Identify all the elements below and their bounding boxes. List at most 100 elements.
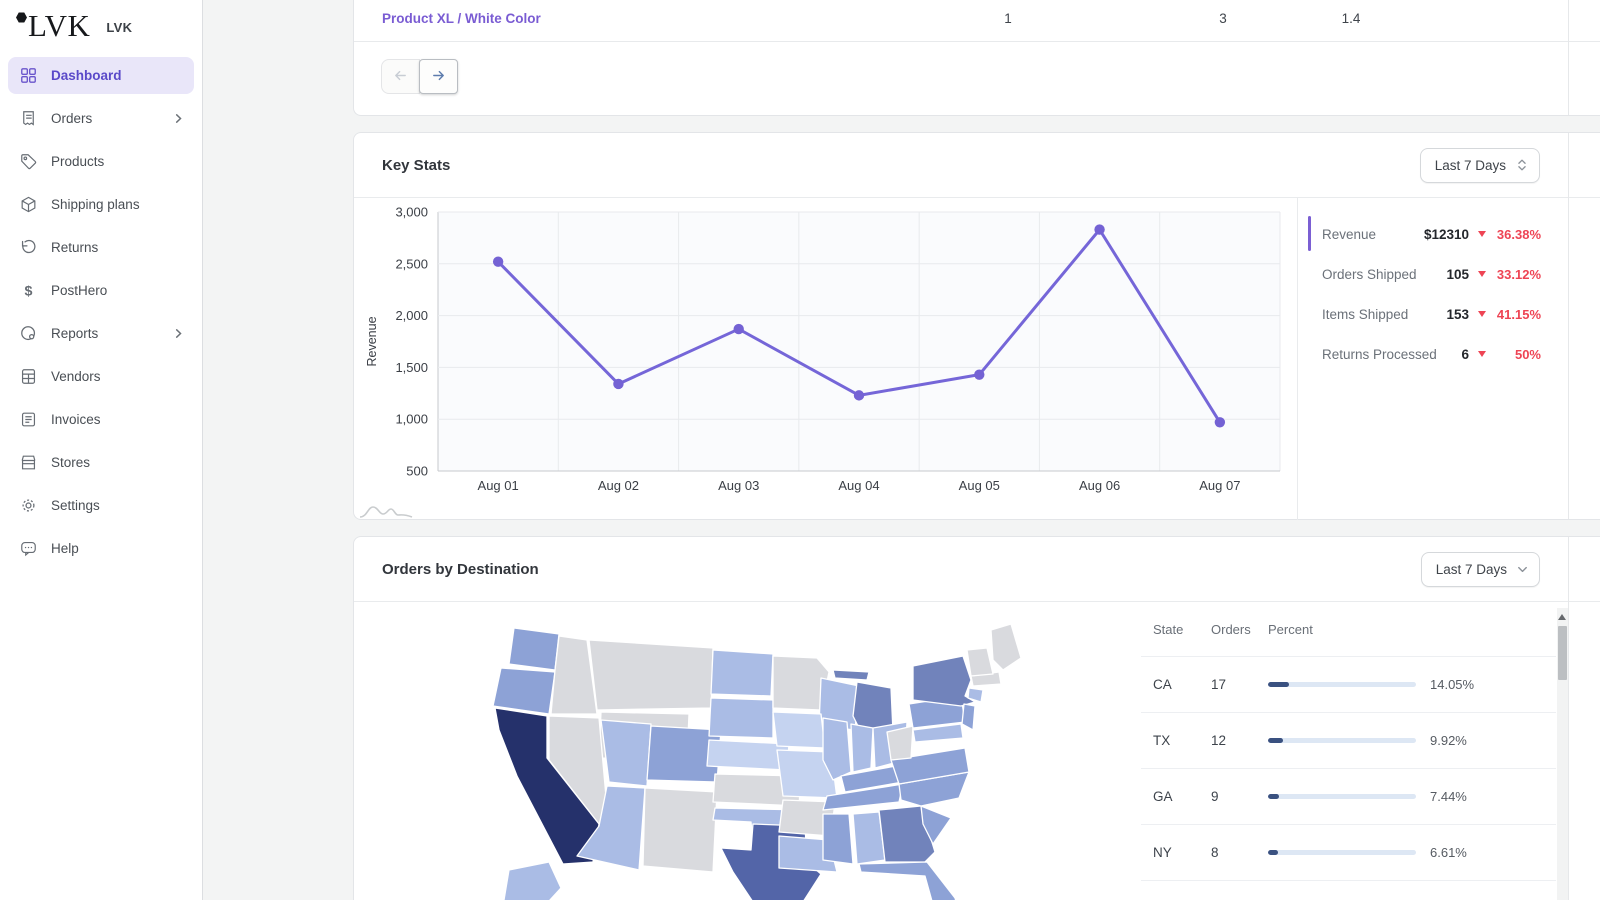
arrow-right-icon <box>430 67 447 87</box>
svg-text:3,000: 3,000 <box>395 205 428 220</box>
triangle-down-icon <box>1478 351 1486 357</box>
percent-bar <box>1268 850 1416 855</box>
sidebar-item-products[interactable]: Products <box>8 143 194 180</box>
sidebar-item-shipping-plans[interactable]: Shipping plans <box>8 186 194 223</box>
svg-text:Aug 03: Aug 03 <box>718 478 759 493</box>
sidebar-item-invoices[interactable]: Invoices <box>8 401 194 438</box>
sidebar-item-stores[interactable]: Stores <box>8 444 194 481</box>
table-row: Product XL / White Color 1 3 1.4 <box>354 1 1600 41</box>
percent-label: 6.61% <box>1430 845 1467 860</box>
triangle-down-icon <box>1478 271 1486 277</box>
sidebar-item-label: Help <box>51 541 79 556</box>
page-title-key-stats: Key Stats <box>382 156 451 174</box>
svg-text:500: 500 <box>406 464 428 479</box>
svg-text:Aug 07: Aug 07 <box>1199 478 1240 493</box>
table-cell-2: 3 <box>1219 11 1227 26</box>
svg-text:Aug 04: Aug 04 <box>838 478 879 493</box>
state-cell: NY <box>1153 845 1172 860</box>
selected-metric-indicator <box>1308 216 1311 251</box>
key-stats-range-select[interactable]: Last 7 Days <box>1419 147 1540 183</box>
sidebar-item-reports[interactable]: Reports <box>8 315 194 352</box>
sidebar-item-help[interactable]: Help <box>8 530 194 567</box>
reports-chart-icon <box>18 324 38 344</box>
svg-text:Aug 01: Aug 01 <box>478 478 519 493</box>
revenue-line-chart[interactable]: 500 1,000 1,500 2,000 2,500 3,000 Aug 01 Aug 02… <box>354 198 1296 518</box>
shipping-box-icon <box>18 195 38 215</box>
table-row: GA 9 7.44% <box>1141 769 1556 825</box>
sidebar-item-label: Products <box>51 154 105 169</box>
dashboard-grid-icon <box>18 66 38 86</box>
products-table-card: Product XL / White Color 1 3 1.4 <box>353 0 1600 116</box>
orders-cell: 8 <box>1211 845 1219 860</box>
svg-text:2,000: 2,000 <box>395 308 428 323</box>
brand-logo-text: LVK <box>28 8 91 43</box>
table-row: CA 17 14.05% <box>1141 657 1556 713</box>
svg-text:$: $ <box>24 283 32 299</box>
percent-cell: 9.92% <box>1268 733 1556 748</box>
percent-cell: 14.05% <box>1268 677 1556 692</box>
sidebar-item-label: Settings <box>51 498 100 513</box>
column-header-state: State <box>1153 621 1184 637</box>
returns-rotate-icon <box>18 238 38 258</box>
table-body: CA 17 14.05% TX 12 9.92% GA 9 7.44% NY 8 <box>1141 657 1556 881</box>
table-row: TX 12 9.92% <box>1141 713 1556 769</box>
percent-cell: 6.61% <box>1268 845 1556 860</box>
metric-row-revenue[interactable]: Revenue $12310 36.38% <box>1298 214 1600 254</box>
metric-row-returns-processed[interactable]: Returns Processed 6 50% <box>1298 334 1600 374</box>
percent-cell: 7.44% <box>1268 789 1556 804</box>
svg-text:Aug 02: Aug 02 <box>598 478 639 493</box>
percent-label: 7.44% <box>1430 789 1467 804</box>
sidebar-item-label: Vendors <box>51 369 101 384</box>
percent-label: 9.92% <box>1430 733 1467 748</box>
chevron-right-icon <box>173 328 184 339</box>
sparkline-zoom-icon[interactable] <box>358 500 414 520</box>
posthero-dollar-icon: $ <box>18 281 38 301</box>
settings-gear-icon <box>18 496 38 516</box>
key-stats-metrics: Revenue $12310 36.38% Orders Shipped 105… <box>1297 198 1600 520</box>
orders-cell: 12 <box>1211 733 1227 748</box>
sidebar-item-returns[interactable]: Returns <box>8 229 194 266</box>
us-choropleth-map[interactable] <box>421 608 1131 900</box>
svg-text:1,000: 1,000 <box>395 412 428 427</box>
percent-bar <box>1268 794 1416 799</box>
svg-text:Revenue: Revenue <box>365 316 379 366</box>
percent-bar-fill <box>1268 682 1289 687</box>
revenue-chart-pane: 500 1,000 1,500 2,000 2,500 3,000 Aug 01 Aug 02… <box>354 198 1297 520</box>
sidebar-item-settings[interactable]: Settings <box>8 487 194 524</box>
orders-range-select[interactable]: Last 7 Days <box>1420 551 1540 587</box>
caret-sort-icon <box>1515 158 1529 172</box>
sidebar-item-label: Stores <box>51 455 91 470</box>
orders-cell: 9 <box>1211 789 1219 804</box>
metric-row-items-shipped[interactable]: Items Shipped 153 41.15% <box>1298 294 1600 334</box>
percent-bar-fill <box>1268 794 1279 799</box>
scrollbar-thumb[interactable] <box>1558 626 1567 680</box>
product-tag-icon <box>18 152 38 172</box>
metric-value: $12310 <box>1423 226 1469 242</box>
table-scrollbar[interactable] <box>1557 608 1568 900</box>
key-stats-card: Key Stats Last 7 Days 500 1,000 1,500 2,000… <box>353 132 1600 520</box>
metric-change: 36.38% <box>1496 226 1541 242</box>
product-link[interactable]: Product XL / White Color <box>382 11 541 26</box>
brand-hexagon-icon <box>16 12 27 23</box>
vendors-ledger-icon <box>18 367 38 387</box>
orders-by-destination-body: State Orders Percent CA 17 14.05% TX 12 … <box>354 602 1600 900</box>
state-cell: GA <box>1153 789 1173 804</box>
metric-label: Revenue <box>1322 226 1377 242</box>
percent-label: 14.05% <box>1430 677 1475 692</box>
sidebar-item-vendors[interactable]: Vendors <box>8 358 194 395</box>
sidebar-item-posthero[interactable]: $ PostHero <box>8 272 194 309</box>
arrow-left-icon <box>392 67 409 87</box>
next-page-button[interactable] <box>419 59 458 94</box>
orders-cell: 17 <box>1211 677 1227 692</box>
key-stats-body: 500 1,000 1,500 2,000 2,500 3,000 Aug 01 Aug 02… <box>354 198 1600 520</box>
orders-by-state-table: State Orders Percent CA 17 14.05% TX 12 … <box>1141 602 1556 881</box>
percent-bar <box>1268 682 1416 687</box>
sidebar-item-orders[interactable]: Orders <box>8 100 194 137</box>
scroll-up-arrow-icon[interactable] <box>1558 614 1566 620</box>
metric-row-orders-shipped[interactable]: Orders Shipped 105 33.12% <box>1298 254 1600 294</box>
invoices-document-icon <box>18 410 38 430</box>
previous-page-button[interactable] <box>381 59 420 94</box>
sidebar-item-dashboard[interactable]: Dashboard <box>8 57 194 94</box>
sidebar-item-label: PostHero <box>51 283 108 298</box>
orders-receipt-icon <box>18 109 38 129</box>
